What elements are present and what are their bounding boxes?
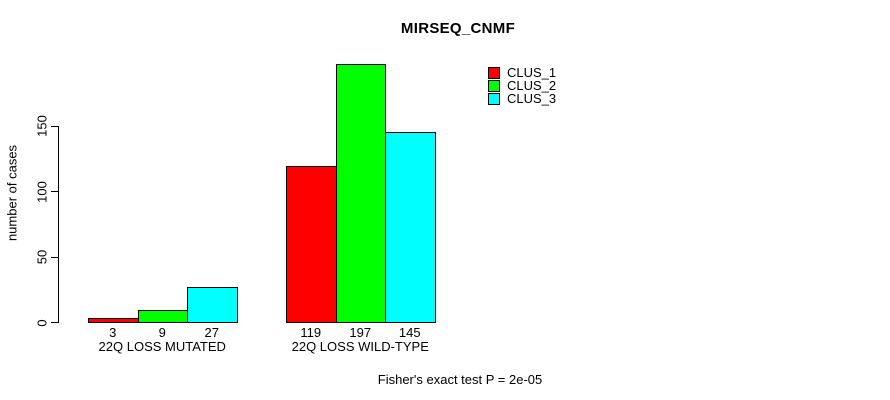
fisher-test-footnote: Fisher's exact test P = 2e-05 — [377, 372, 543, 387]
bar-value-label: 197 — [349, 325, 372, 340]
bar-value-label: 119 — [300, 325, 322, 340]
bar-value-label: 9 — [158, 325, 166, 340]
legend-label: CLUS_1 — [507, 65, 557, 80]
y-axis-tick — [51, 125, 58, 127]
y-axis-tick — [51, 322, 58, 323]
y-axis-tick — [51, 191, 58, 192]
legend-label: CLUS_2 — [507, 78, 557, 93]
bar-clus_2 — [137, 310, 188, 323]
y-axis-tick-label: 100 — [34, 180, 50, 203]
legend-swatch-clus_3 — [488, 93, 500, 105]
y-axis-line — [58, 125, 59, 323]
bar-clus_3 — [385, 132, 436, 323]
bar-value-label: 3 — [109, 325, 117, 340]
bar-value-label: 145 — [398, 325, 421, 340]
bar-clus_1 — [286, 166, 337, 323]
y-axis-tick-label: 150 — [34, 115, 50, 137]
bar-clus_1 — [88, 318, 139, 323]
y-axis-tick-label: 50 — [34, 249, 50, 265]
legend-label: CLUS_3 — [507, 91, 557, 106]
legend-swatch-clus_2 — [488, 80, 500, 92]
y-axis-tick — [51, 256, 58, 258]
bar-clus_2 — [335, 63, 386, 323]
chart-title: MIRSEQ_CNMF — [400, 20, 516, 37]
legend-swatch-clus_1 — [488, 67, 500, 79]
x-category-label: 22Q LOSS WILD-TYPE — [291, 339, 429, 354]
bar-value-label: 27 — [204, 325, 219, 340]
x-category-label: 22Q LOSS MUTATED — [98, 339, 226, 354]
y-axis-tick-label: 0 — [34, 318, 50, 327]
bar-clus_3 — [187, 286, 238, 323]
